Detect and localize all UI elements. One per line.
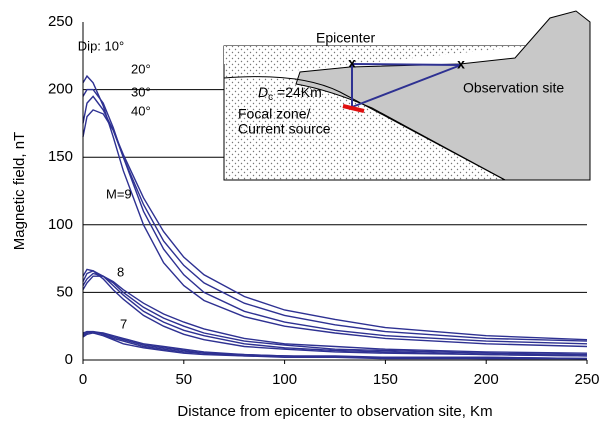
y-axis-label: Magnetic field, nT xyxy=(11,132,28,250)
line xyxy=(82,88,588,345)
inset-label: Epicenter xyxy=(316,30,375,46)
line xyxy=(82,270,588,357)
line xyxy=(82,74,588,348)
line xyxy=(82,332,588,360)
x-tick-label: 0 xyxy=(79,371,87,388)
inset-label: c xyxy=(268,92,273,103)
line xyxy=(82,268,588,357)
inset-label: Dc =24Km xyxy=(258,84,322,103)
inset-fault xyxy=(223,76,506,181)
annotation: 20° xyxy=(131,61,151,76)
inset-label: =24Km xyxy=(273,84,322,100)
line xyxy=(82,109,588,341)
inset-label: D xyxy=(258,84,268,100)
inset-line xyxy=(351,63,462,66)
y-tick-label: 250 xyxy=(48,13,73,30)
annotation: 40° xyxy=(131,103,151,118)
inset-ground xyxy=(295,10,591,181)
inset-label: Current source xyxy=(238,121,331,137)
inset-diagram: x x Epicenter Observation site Dc =24Km … xyxy=(223,10,591,181)
x-tick-label: 150 xyxy=(373,371,398,388)
annotation: 8 xyxy=(117,264,124,279)
annotation: M=9 xyxy=(106,186,132,201)
line xyxy=(82,275,588,354)
inset-marker: x xyxy=(348,55,356,71)
x-tick-label: 50 xyxy=(175,371,192,388)
lines xyxy=(82,74,588,360)
line xyxy=(82,95,588,342)
x-axis-label: Distance from epicenter to observation s… xyxy=(177,403,492,420)
inset-line xyxy=(351,64,462,108)
y-tick-label: 0 xyxy=(65,351,73,368)
annotation: 30° xyxy=(131,84,151,99)
y-tick-label: 50 xyxy=(56,283,73,300)
inset-label: Observation site xyxy=(463,80,564,96)
x-tick-label: 100 xyxy=(272,371,297,388)
inset-label: Focal zone/ xyxy=(238,106,310,122)
x-tick-label: 250 xyxy=(574,371,599,388)
x-tick-label: 200 xyxy=(474,371,499,388)
inset-source xyxy=(342,104,365,113)
y-tick-label: 200 xyxy=(48,81,73,98)
y-tick-label: 150 xyxy=(48,148,73,165)
annotation: 7 xyxy=(120,316,127,331)
inset-marker: x xyxy=(457,56,465,72)
line xyxy=(82,272,588,356)
annotation: Dip: 10° xyxy=(78,38,124,53)
y-tick-label: 100 xyxy=(48,216,73,233)
